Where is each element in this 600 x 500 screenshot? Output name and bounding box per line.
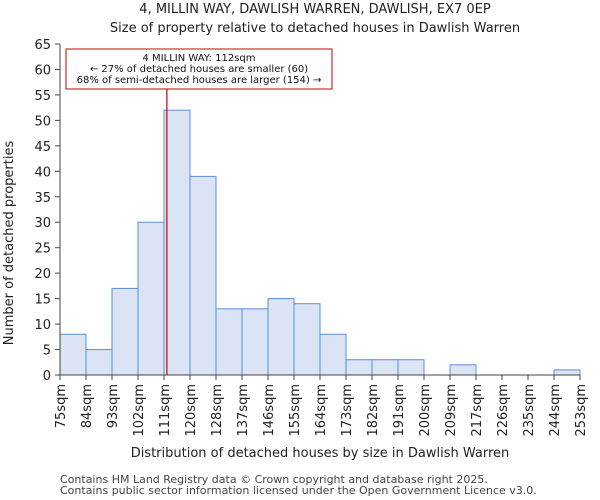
y-axis-ticks: 0 5 10 15 20 25 30 35 40 45 50 55 60 65 xyxy=(34,38,60,384)
x-tick-label: 217sqm xyxy=(470,384,485,437)
y-tick-label: 5 xyxy=(43,344,51,359)
x-tick-label: 75sqm xyxy=(54,384,69,428)
x-tick-label: 128sqm xyxy=(210,384,225,437)
x-tick-label: 84sqm xyxy=(80,384,95,428)
footer-line-1: Contains HM Land Registry data © Crown c… xyxy=(60,473,488,486)
y-tick-label: 30 xyxy=(34,216,51,231)
histogram-bar xyxy=(267,298,295,376)
x-tick-label: 244sqm xyxy=(548,384,563,437)
x-tick-label: 120sqm xyxy=(184,384,199,437)
y-tick-label: 10 xyxy=(34,318,51,333)
histogram-bar xyxy=(449,364,477,376)
x-tick-label: 164sqm xyxy=(314,384,329,437)
x-tick-label: 155sqm xyxy=(288,384,303,437)
x-axis-ticks: 75sqm 84sqm 93sqm 102sqm 111sqm 120sqm 128sqm 1… xyxy=(54,375,589,437)
y-tick-label: 25 xyxy=(34,242,51,257)
y-tick-label: 55 xyxy=(34,89,51,104)
histogram-bar xyxy=(553,369,581,376)
annotation-line-1: 4 MILLIN WAY: 112sqm xyxy=(143,53,256,64)
histogram-bar xyxy=(241,308,269,376)
annotation-line-3: 68% of semi-detached houses are larger (… xyxy=(77,75,322,86)
x-tick-label: 182sqm xyxy=(366,384,381,437)
chart-title: 4, MILLIN WAY, DAWLISH WARREN, DAWLISH, … xyxy=(139,2,491,17)
y-tick-label: 45 xyxy=(34,140,51,155)
x-tick-label: 102sqm xyxy=(132,384,147,437)
x-tick-label: 253sqm xyxy=(574,384,589,437)
annotation-frame xyxy=(65,48,333,90)
annotation-box: 4 MILLIN WAY: 112sqm ← 27% of detached h… xyxy=(65,48,333,90)
histogram-bar xyxy=(293,303,321,376)
histogram-bar xyxy=(319,333,347,376)
histogram-bar xyxy=(345,359,373,376)
y-tick-label: 0 xyxy=(43,369,51,384)
histogram-bar xyxy=(163,109,191,376)
y-tick-label: 35 xyxy=(34,191,51,206)
histogram-bar xyxy=(59,333,87,376)
histogram-bar xyxy=(111,287,139,376)
y-tick-label: 50 xyxy=(34,114,51,129)
y-tick-label: 15 xyxy=(34,293,51,308)
y-axis-label: Number of detached properties xyxy=(2,141,17,346)
x-tick-label: 226sqm xyxy=(496,384,511,437)
x-tick-label: 137sqm xyxy=(236,384,251,437)
histogram-bar xyxy=(371,359,399,376)
footer-line-2: Contains public sector information licen… xyxy=(60,484,537,497)
chart-subtitle: Size of property relative to detached ho… xyxy=(110,21,520,36)
x-tick-label: 111sqm xyxy=(158,384,173,437)
histogram-bar xyxy=(137,221,165,376)
histogram-bar xyxy=(85,349,113,376)
histogram-bar xyxy=(397,359,425,376)
x-tick-label: 93sqm xyxy=(106,384,121,428)
x-tick-label: 146sqm xyxy=(262,384,277,437)
x-tick-label: 200sqm xyxy=(418,384,433,437)
x-tick-label: 173sqm xyxy=(340,384,355,437)
y-tick-label: 65 xyxy=(34,38,51,53)
x-tick-label: 209sqm xyxy=(444,384,459,437)
x-axis-label: Distribution of detached houses by size … xyxy=(131,446,510,461)
annotation-line-2: ← 27% of detached houses are smaller (60… xyxy=(90,64,308,75)
histogram-bar xyxy=(215,308,243,376)
bars xyxy=(59,109,581,376)
y-tick-label: 20 xyxy=(34,267,51,282)
x-tick-label: 235sqm xyxy=(522,384,537,437)
y-tick-label: 40 xyxy=(34,165,51,180)
x-tick-label: 191sqm xyxy=(392,384,407,437)
histogram-bar xyxy=(189,175,217,376)
y-tick-label: 60 xyxy=(34,63,51,78)
